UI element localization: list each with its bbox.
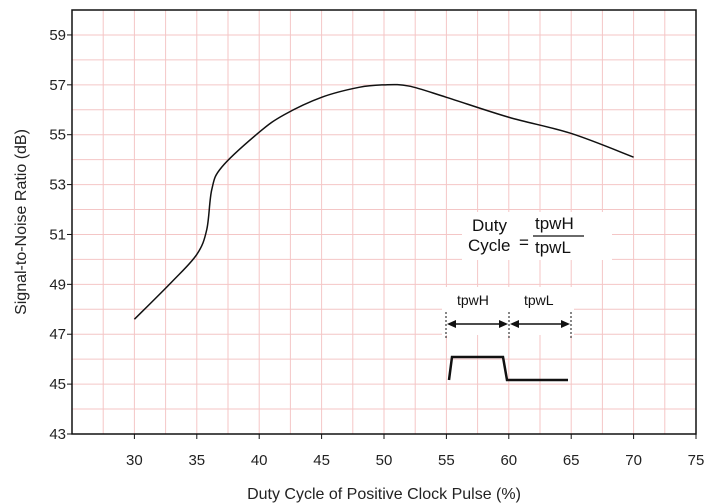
y-tick-label: 59: [49, 27, 66, 44]
formula-numerator: tpwH: [535, 214, 574, 233]
x-tick-label: 35: [188, 452, 205, 469]
y-tick-label: 45: [49, 376, 66, 393]
y-tick-label: 49: [49, 276, 66, 293]
x-axis-title: Duty Cycle of Positive Clock Pulse (%): [247, 486, 521, 503]
pulse-label-low: tpwL: [524, 292, 554, 308]
y-tick-label: 47: [49, 326, 66, 343]
tpwh-arrow-left-head: [447, 320, 456, 328]
y-axis-ticks: 43 45 47 49 51 53 55 57 59: [49, 27, 72, 443]
x-axis-ticks: 30 35 40 45 50 55 60 65 70 75: [126, 434, 704, 469]
formula-equals: =: [519, 233, 529, 252]
pulse-label-high: tpwH: [457, 292, 489, 308]
y-tick-label: 57: [49, 77, 66, 94]
duty-cycle-formula: Duty Cycle = tpwH tpwL: [462, 212, 612, 260]
y-tick-label: 51: [49, 226, 66, 243]
x-tick-label: 55: [438, 452, 455, 469]
pulse-waveform: [447, 355, 568, 382]
tpwl-arrow-left-head: [510, 320, 519, 328]
x-tick-label: 30: [126, 452, 143, 469]
x-tick-label: 40: [251, 452, 268, 469]
x-tick-label: 70: [625, 452, 642, 469]
tpwh-arrow-right-head: [499, 320, 508, 328]
pulse-timing-diagram: tpwH tpwL: [442, 287, 574, 382]
x-tick-label: 60: [500, 452, 517, 469]
x-tick-label: 50: [376, 452, 393, 469]
y-tick-label: 55: [49, 127, 66, 144]
formula-duty-label: Duty: [472, 216, 507, 235]
y-tick-label: 43: [49, 426, 66, 443]
x-tick-label: 75: [688, 452, 705, 469]
y-tick-label: 53: [49, 177, 66, 194]
snr-series-line: [133, 83, 634, 320]
pulse-diagram-background: [442, 287, 574, 335]
formula-cycle-label: Cycle: [468, 236, 511, 255]
tpwl-arrow-right-head: [561, 320, 570, 328]
x-tick-label: 65: [563, 452, 580, 469]
formula-denominator: tpwL: [535, 238, 571, 257]
x-tick-label: 45: [313, 452, 330, 469]
y-axis-title: Signal-to-Noise Ratio (dB): [13, 129, 30, 315]
